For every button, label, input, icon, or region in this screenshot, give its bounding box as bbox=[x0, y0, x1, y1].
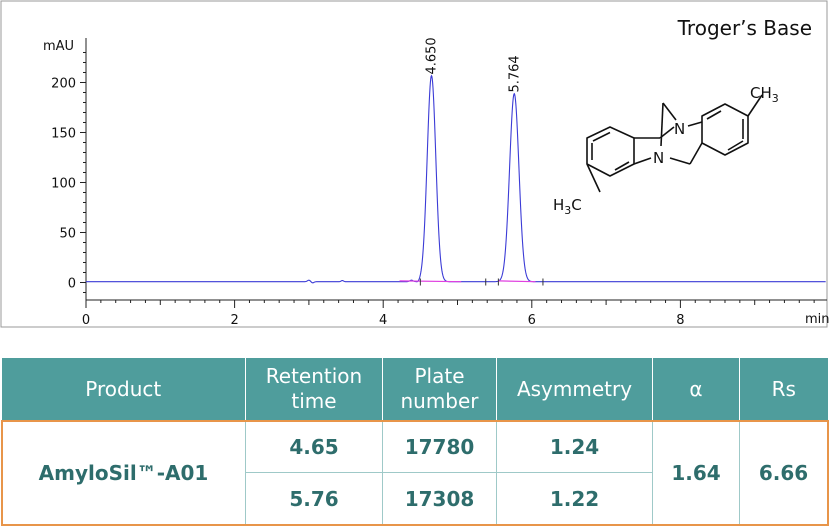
asymmetry-cell: 1.24 bbox=[496, 420, 653, 473]
left-ring-double-bond bbox=[614, 161, 630, 171]
y-tick-label: 0 bbox=[68, 277, 76, 292]
nitrogen-label-bottom: N bbox=[653, 149, 664, 167]
methyl-ch: CH bbox=[750, 84, 772, 102]
n-aryl-bond bbox=[687, 121, 703, 127]
methano-bridge bbox=[662, 102, 677, 121]
header-rs: Rs bbox=[739, 358, 828, 421]
y-tick-label: 100 bbox=[51, 177, 76, 192]
asymmetry-cell: 1.22 bbox=[496, 472, 653, 525]
methyl-c: C bbox=[571, 196, 581, 214]
chart-title: Troger’s Base bbox=[677, 16, 812, 40]
methylene-bond bbox=[689, 142, 703, 165]
header-asymmetry: Asymmetry bbox=[496, 358, 653, 421]
table-row: AmyloSil™-A01 4.65 17780 1.24 1.64 6.66 bbox=[1, 420, 828, 525]
table-row: 5.76 17308 1.22 bbox=[2, 472, 828, 525]
x-tick-label: 4 bbox=[379, 313, 387, 328]
methyl-h: H bbox=[553, 196, 564, 214]
methyl-subscript: 3 bbox=[772, 92, 779, 105]
y-tick-label: 150 bbox=[51, 127, 76, 142]
header-row: Product Retention time Plate number Asymme… bbox=[1, 358, 828, 421]
traces bbox=[86, 74, 826, 286]
methyl-label-top: CH3 bbox=[750, 84, 779, 105]
methyl-subscript: 3 bbox=[564, 204, 571, 217]
product-cell: AmyloSil™-A01 bbox=[1, 420, 246, 525]
retention-cell: 4.65 bbox=[245, 420, 383, 473]
integration-baseline bbox=[399, 280, 462, 283]
rs-cell: 6.66 bbox=[739, 420, 828, 525]
methyl-bond-top bbox=[747, 94, 763, 117]
plates-cell: 17308 bbox=[382, 472, 497, 525]
methylene-bond bbox=[669, 157, 691, 165]
right-ring-double-bond bbox=[706, 110, 722, 120]
peak-labels: 4.650 5.764 bbox=[424, 37, 522, 92]
y-axis-label: mAU bbox=[43, 39, 74, 54]
alpha-cell: 1.64 bbox=[652, 420, 740, 525]
axes: 0 50 100 150 200 0 2 4 6 8 bbox=[51, 38, 827, 328]
peak-label: 4.650 bbox=[424, 37, 439, 74]
x-tick-label: 6 bbox=[528, 313, 536, 328]
integration-baseline bbox=[498, 280, 536, 283]
nitrogen-label-top: N bbox=[674, 120, 685, 138]
y-tick-label: 200 bbox=[51, 77, 76, 92]
header-alpha: α bbox=[652, 358, 740, 421]
methano-bridge bbox=[660, 102, 664, 147]
chart-frame bbox=[0, 0, 828, 328]
x-tick-label: 0 bbox=[82, 313, 90, 328]
results-table: Product Retention time Plate number Asymme… bbox=[0, 358, 829, 526]
retention-cell: 5.76 bbox=[245, 472, 383, 525]
peak-label: 5.764 bbox=[507, 55, 522, 92]
left-ring-double-bond bbox=[592, 131, 611, 142]
right-ring-double-bond bbox=[727, 140, 744, 151]
methylene-bond bbox=[659, 126, 675, 139]
y-tick-label: 50 bbox=[59, 227, 76, 242]
methyl-bond-bottom bbox=[586, 163, 601, 193]
header-plate-number: Plate number bbox=[382, 358, 497, 421]
plates-cell: 17780 bbox=[382, 420, 497, 473]
trogers-base-structure bbox=[586, 94, 763, 193]
header-retention-time: Retention time bbox=[245, 358, 383, 421]
x-tick-label: 8 bbox=[676, 313, 684, 328]
header-product: Product bbox=[1, 358, 246, 421]
x-tick-label: 2 bbox=[230, 313, 238, 328]
methyl-label-bottom: H3C bbox=[553, 196, 582, 217]
n-aryl-bond bbox=[633, 157, 652, 165]
x-axis-label: min bbox=[805, 312, 829, 327]
